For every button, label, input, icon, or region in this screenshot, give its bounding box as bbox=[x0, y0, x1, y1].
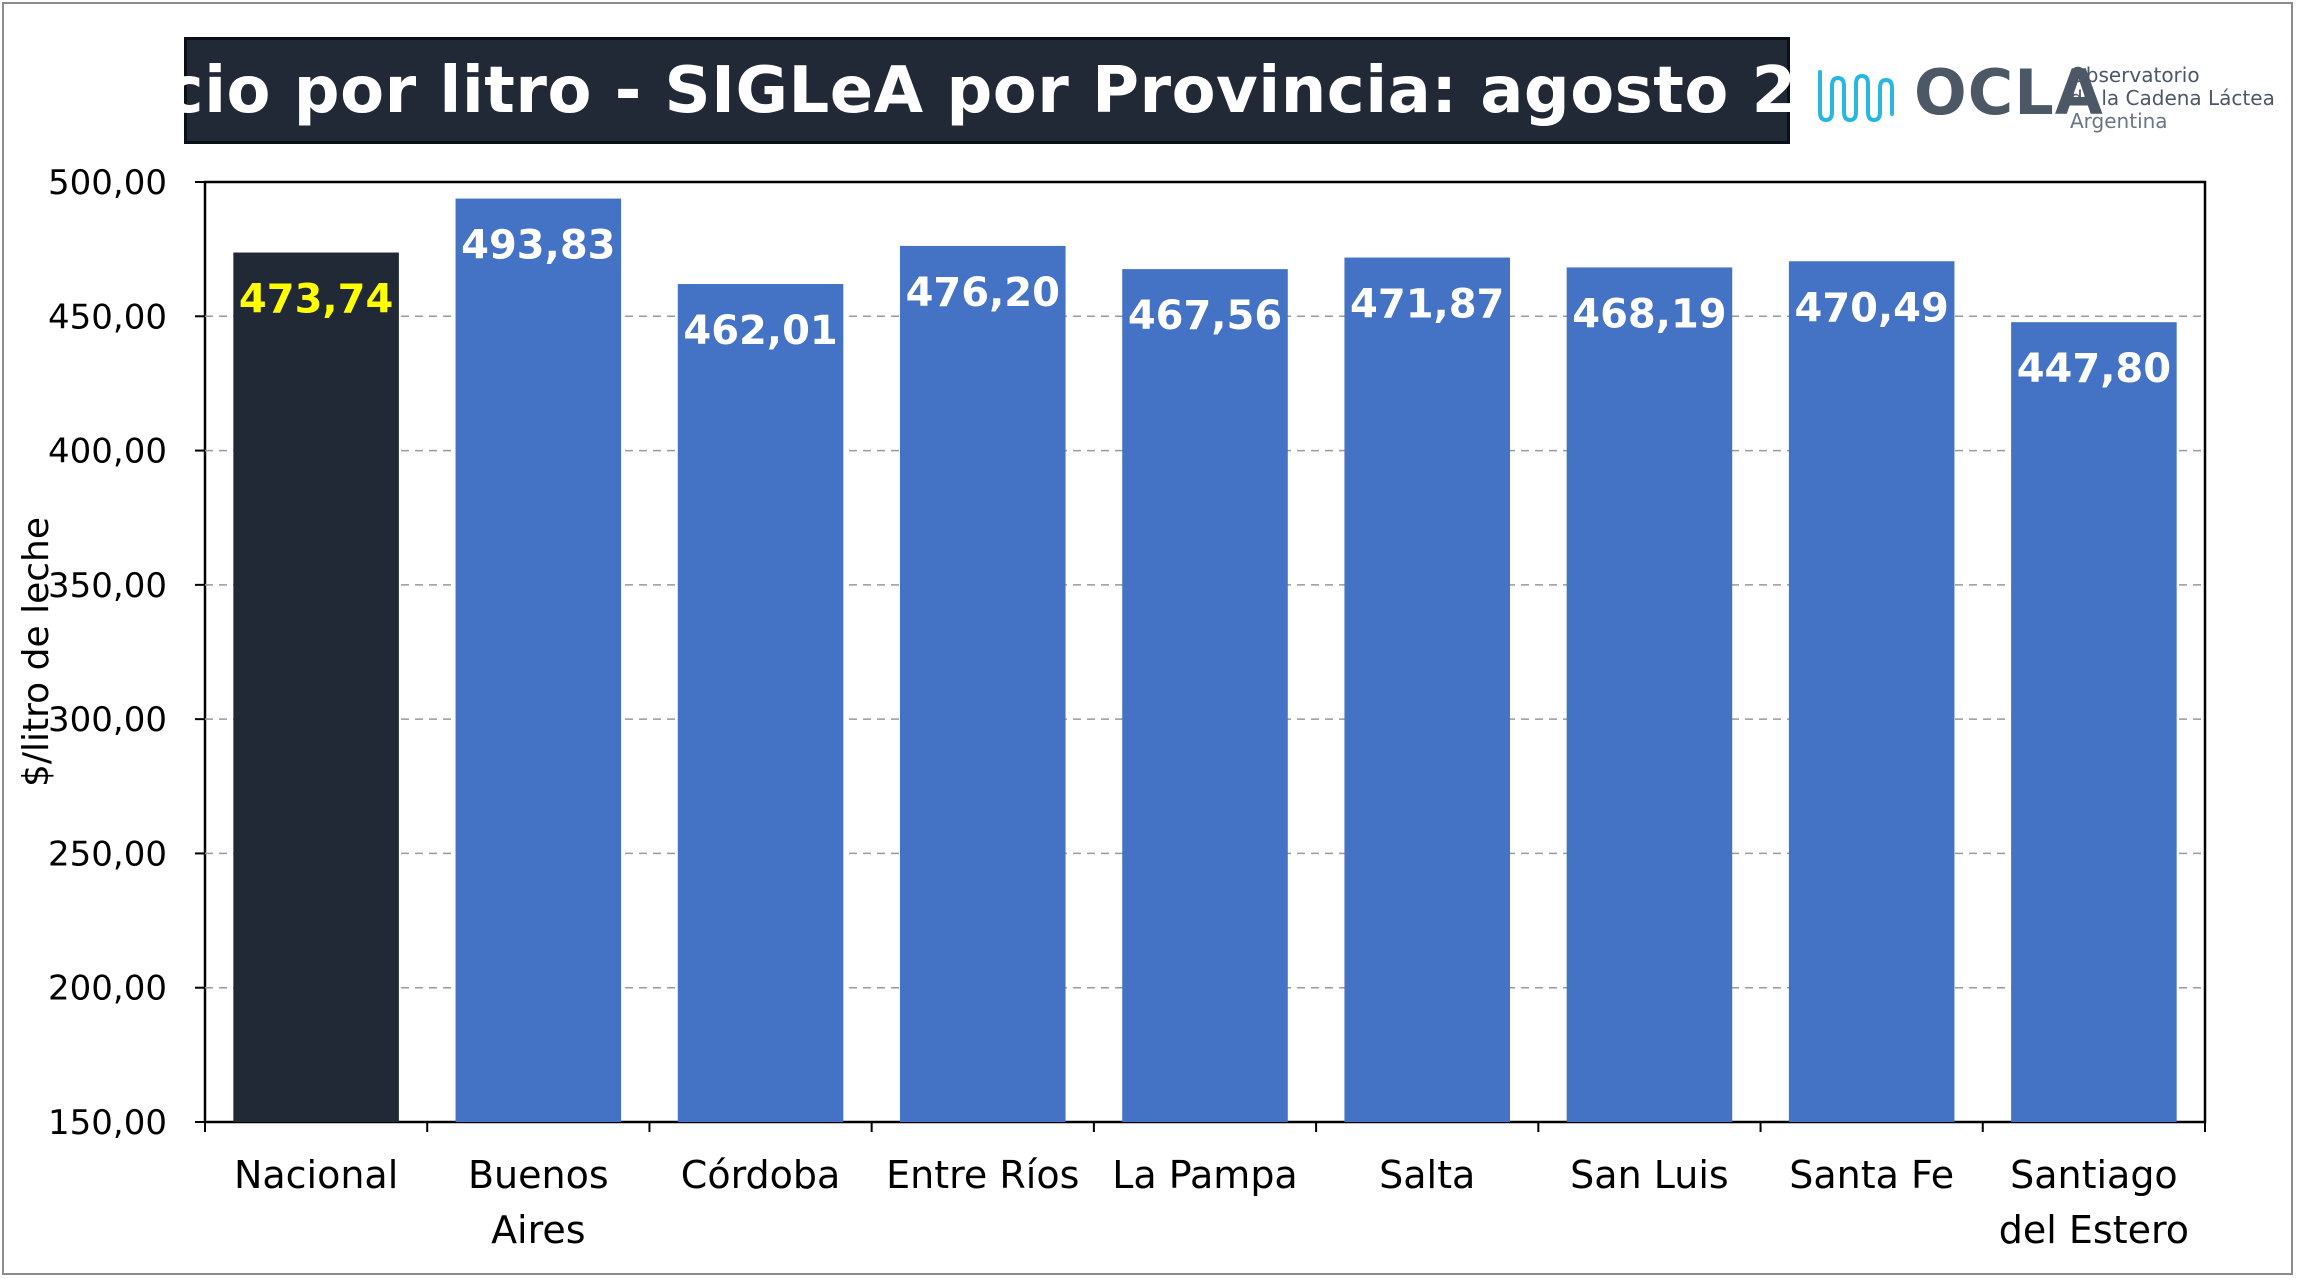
x-category-label: La Pampa bbox=[1112, 1153, 1297, 1197]
logo-wordmark: OCLA bbox=[1914, 56, 2104, 129]
x-category-label: San Luis bbox=[1570, 1153, 1729, 1197]
y-axis-title: $/litro de leche bbox=[16, 517, 57, 787]
y-tick-label: 300,00 bbox=[48, 700, 167, 740]
y-tick-label: 250,00 bbox=[48, 834, 167, 874]
x-category-label: Entre Ríos bbox=[886, 1153, 1079, 1197]
data-label: 471,87 bbox=[1350, 282, 1504, 328]
ocla-wave-icon bbox=[1818, 70, 1894, 123]
data-label: 468,19 bbox=[1572, 291, 1726, 337]
chart-title-box: Precio por litro - SIGLeA por Provincia:… bbox=[42, 37, 1931, 144]
y-tick-label: 500,00 bbox=[48, 163, 167, 203]
x-category-label: del Estero bbox=[1999, 1208, 2189, 1252]
bar bbox=[1122, 269, 1288, 1122]
ocla-logo: OCLA Observatorio de la Cadena Láctea Ar… bbox=[1814, 56, 2284, 148]
data-label: 493,83 bbox=[461, 223, 615, 269]
bar bbox=[455, 198, 622, 1122]
x-category-label: Santiago bbox=[2010, 1153, 2178, 1197]
y-tick-label: 450,00 bbox=[48, 297, 167, 337]
data-label: 476,20 bbox=[906, 270, 1060, 316]
bar bbox=[1788, 261, 1955, 1122]
x-category-label: Santa Fe bbox=[1789, 1153, 1954, 1197]
data-label: 473,74 bbox=[239, 277, 393, 323]
y-tick-label: 400,00 bbox=[48, 432, 167, 472]
data-label: 462,01 bbox=[683, 308, 837, 354]
y-tick-label: 200,00 bbox=[48, 969, 167, 1009]
x-category-label: Salta bbox=[1379, 1153, 1475, 1197]
y-tick-label: 350,00 bbox=[48, 566, 167, 606]
x-category-label: Nacional bbox=[234, 1153, 398, 1197]
bar bbox=[2011, 322, 2177, 1122]
bar bbox=[1344, 257, 1510, 1122]
logo-subtitle: Observatorio de la Cadena Láctea Argenti… bbox=[2070, 64, 2275, 133]
data-label: 447,80 bbox=[2017, 346, 2171, 392]
logo-line-2: de la Cadena Láctea bbox=[2070, 86, 2275, 110]
bar bbox=[900, 245, 1066, 1123]
bar bbox=[677, 284, 844, 1122]
chart-title: Precio por litro - SIGLeA por Provincia:… bbox=[42, 53, 1932, 128]
bar bbox=[1566, 267, 1733, 1122]
x-category-label: Buenos bbox=[468, 1153, 609, 1197]
x-category-label: Aires bbox=[491, 1208, 586, 1252]
logo-line-3: Argentina bbox=[2070, 109, 2168, 133]
y-tick-label: 150,00 bbox=[48, 1103, 167, 1143]
bar bbox=[233, 252, 399, 1122]
data-label: 470,49 bbox=[1794, 285, 1948, 331]
x-category-label: Córdoba bbox=[681, 1153, 841, 1197]
logo-line-1: Observatorio bbox=[2070, 63, 2200, 87]
data-label: 467,56 bbox=[1128, 293, 1282, 339]
